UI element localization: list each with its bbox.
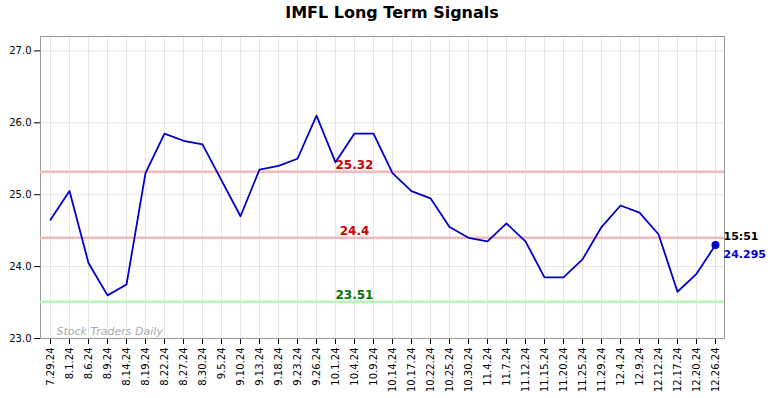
svg-text:8.22.24: 8.22.24 xyxy=(159,348,170,386)
html-text:IMFL Long Term Signals: IMFL Long Term Signals xyxy=(285,3,499,22)
svg-text:8.19.24: 8.19.24 xyxy=(140,348,151,386)
svg-text:9.5.24: 9.5.24 xyxy=(216,348,227,380)
svg-text:12.17.24: 12.17.24 xyxy=(672,348,683,393)
svg-text:24.0: 24.0 xyxy=(9,261,31,272)
svg-text:12.26.24: 12.26.24 xyxy=(710,348,721,393)
svg-text:11.15.24: 11.15.24 xyxy=(539,348,550,393)
svg-text:9.23.24: 9.23.24 xyxy=(292,348,303,386)
svg-text:27.0: 27.0 xyxy=(9,45,31,56)
svg-text:10.9.24: 10.9.24 xyxy=(368,348,379,386)
svg-text:26.0: 26.0 xyxy=(9,117,31,128)
svg-text:10.25.24: 10.25.24 xyxy=(444,348,455,393)
svg-text:10.30.24: 10.30.24 xyxy=(463,348,474,393)
svg-text:8.1.24: 8.1.24 xyxy=(64,348,75,380)
svg-text:11.20.24: 11.20.24 xyxy=(558,348,569,393)
svg-text:11.12.24: 11.12.24 xyxy=(520,348,531,393)
svg-text:11.25.24: 11.25.24 xyxy=(577,348,588,393)
svg-text:8.14.24: 8.14.24 xyxy=(121,348,132,386)
svg-text:25.0: 25.0 xyxy=(9,189,31,200)
svg-text:8.6.24: 8.6.24 xyxy=(83,348,94,380)
svg-text:10.1.24: 10.1.24 xyxy=(330,348,341,386)
svg-text:8.9.24: 8.9.24 xyxy=(102,348,113,380)
svg-text:9.13.24: 9.13.24 xyxy=(254,348,265,386)
svg-text:9.10.24: 9.10.24 xyxy=(235,348,246,386)
svg-text:9.18.24: 9.18.24 xyxy=(273,348,284,386)
svg-text:9.26.24: 9.26.24 xyxy=(311,348,322,386)
svg-text:10.4.24: 10.4.24 xyxy=(349,348,360,386)
svg-text:12.12.24: 12.12.24 xyxy=(653,348,664,393)
svg-text:8.27.24: 8.27.24 xyxy=(178,348,189,386)
svg-text:24.4: 24.4 xyxy=(340,224,370,238)
svg-text:10.14.24: 10.14.24 xyxy=(387,348,398,393)
svg-text:25.32: 25.32 xyxy=(336,158,374,172)
svg-text:12.4.24: 12.4.24 xyxy=(615,348,626,386)
svg-text:11.7.24: 11.7.24 xyxy=(501,348,512,386)
svg-text:8.30.24: 8.30.24 xyxy=(197,348,208,386)
svg-text:11.4.24: 11.4.24 xyxy=(482,348,493,386)
svg-text:10.22.24: 10.22.24 xyxy=(425,348,436,393)
svg-text:7.29.24: 7.29.24 xyxy=(45,348,56,386)
svg-text:12.9.24: 12.9.24 xyxy=(634,348,645,386)
svg-text:12.20.24: 12.20.24 xyxy=(691,348,702,393)
svg-text:11.29.24: 11.29.24 xyxy=(596,348,607,393)
svg-text:Stock Traders Daily: Stock Traders Daily xyxy=(57,325,164,338)
svg-text:23.0: 23.0 xyxy=(9,333,31,344)
svg-text:23.51: 23.51 xyxy=(336,288,374,302)
svg-text:24.295: 24.295 xyxy=(724,248,766,261)
svg-text:10.17.24: 10.17.24 xyxy=(406,348,417,393)
svg-text:15:51: 15:51 xyxy=(724,230,759,243)
